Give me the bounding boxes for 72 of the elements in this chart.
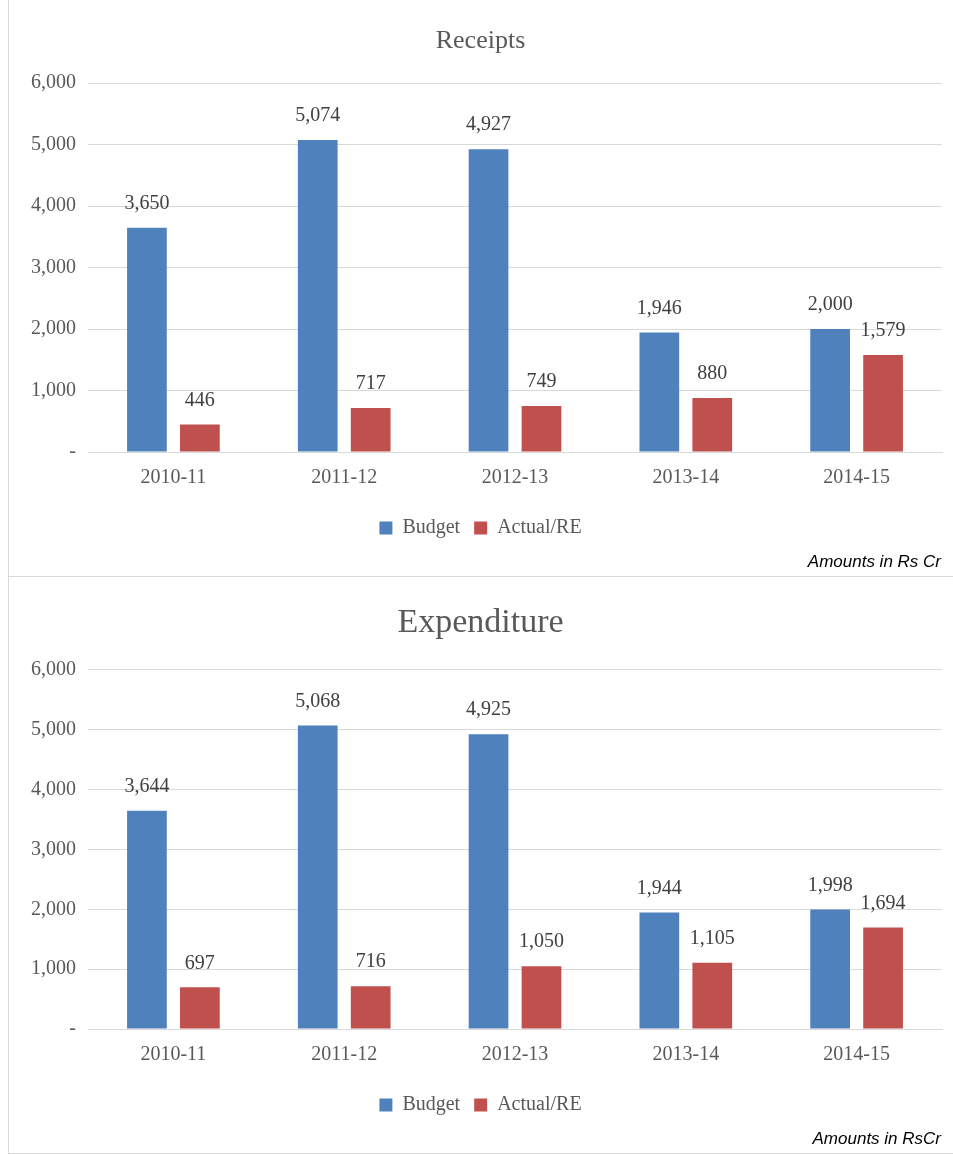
bar — [639, 332, 680, 452]
y-tick-label: 3,000 — [31, 836, 76, 859]
legend-label: Budget — [402, 515, 461, 539]
y-tick-label: 1,000 — [31, 956, 76, 979]
data-label: 716 — [355, 949, 386, 972]
data-label: 3,650 — [124, 190, 170, 213]
data-label: 2,000 — [807, 292, 853, 315]
bar — [127, 227, 167, 452]
x-tick-label: 2013-14 — [652, 1042, 720, 1065]
y-tick-label: - — [69, 439, 76, 462]
legend-label: Actual/RE — [497, 1092, 582, 1115]
data-label: 697 — [184, 950, 215, 973]
data-label: 1,579 — [860, 318, 906, 341]
x-tick-label: 2012-13 — [481, 465, 549, 488]
bar — [521, 966, 562, 1029]
data-label: 3,644 — [124, 774, 170, 797]
x-tick-label: 2014-15 — [823, 465, 890, 488]
text: Amounts in Rs Cr — [807, 552, 941, 572]
bar — [297, 140, 338, 452]
bar — [810, 329, 850, 452]
legend-label: Budget — [402, 1092, 461, 1116]
x-tick-label: 2013-14 — [652, 465, 720, 488]
bar — [297, 725, 338, 1029]
y-tick-label: - — [69, 1016, 76, 1039]
y-tick-label: 6,000 — [31, 657, 76, 680]
y-tick-label: 4,000 — [31, 776, 76, 799]
x-tick-label: 2014-15 — [823, 1042, 890, 1065]
chart-title: Receipts — [435, 25, 526, 55]
data-label: 4,927 — [466, 112, 512, 135]
data-label: 446 — [184, 387, 215, 410]
x-tick-label: 2011-12 — [311, 465, 378, 488]
bar — [863, 354, 903, 452]
y-tick-label: 5,000 — [31, 716, 76, 739]
data-label: 749 — [526, 369, 557, 392]
bar — [468, 734, 509, 1029]
bar — [180, 424, 220, 452]
bar — [863, 927, 903, 1029]
bar — [692, 962, 733, 1029]
bar — [350, 407, 391, 452]
data-label: 1,946 — [636, 295, 682, 318]
data-label: 4,925 — [466, 697, 512, 720]
data-label: 1,105 — [689, 926, 735, 949]
data-label: 717 — [355, 371, 386, 394]
x-tick-label: 2011-12 — [311, 1042, 378, 1065]
chart-title: Expenditure — [397, 602, 564, 640]
data-label: 880 — [697, 361, 728, 384]
y-tick-label: 4,000 — [31, 193, 76, 216]
bar — [810, 909, 850, 1029]
data-label: 5,074 — [295, 103, 341, 126]
y-tick-label: 3,000 — [31, 254, 76, 277]
x-tick-label: 2010-11 — [140, 1042, 207, 1065]
x-tick-label: 2012-13 — [481, 1042, 549, 1065]
y-tick-label: 5,000 — [31, 131, 76, 154]
data-label: 1,944 — [636, 875, 682, 898]
bar — [127, 810, 167, 1029]
data-label: 1,050 — [518, 929, 564, 952]
text: Amounts in RsCr — [812, 1129, 941, 1149]
y-tick-label: 1,000 — [31, 377, 76, 400]
bar — [350, 986, 391, 1029]
y-tick-label: 2,000 — [31, 896, 76, 919]
legend-label: Actual/RE — [497, 515, 582, 538]
bar — [639, 912, 680, 1029]
data-label: 1,694 — [860, 890, 906, 913]
data-label: 1,998 — [807, 872, 853, 895]
y-tick-label: 2,000 — [31, 316, 76, 339]
bar — [180, 987, 220, 1029]
bar — [468, 149, 509, 452]
bar — [692, 397, 733, 452]
x-tick-label: 2010-11 — [140, 465, 207, 488]
bar — [521, 405, 562, 452]
data-label: 5,068 — [295, 688, 341, 711]
y-tick-label: 6,000 — [31, 70, 76, 93]
